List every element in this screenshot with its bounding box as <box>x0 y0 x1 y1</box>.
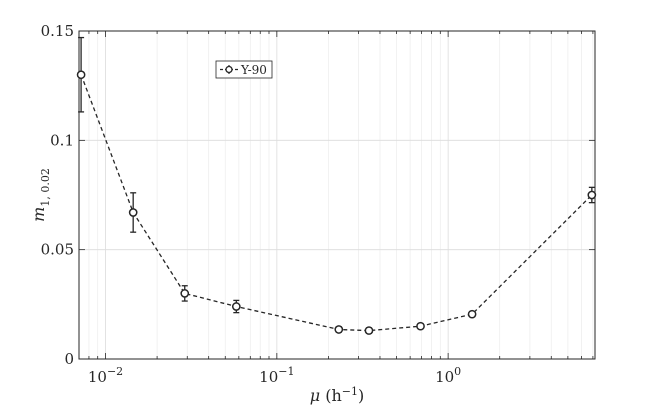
legend: Y-90 <box>215 60 273 79</box>
legend-box <box>215 60 273 79</box>
plot-area-background <box>79 31 595 359</box>
legend-marker-sample <box>225 65 233 74</box>
data-point <box>128 208 138 217</box>
data-point <box>467 309 477 319</box>
data-point <box>180 289 190 298</box>
data-point <box>334 325 344 334</box>
data-point <box>76 70 86 80</box>
axis-ticks: 0 0.05 0.1 0.15 10−2 10−1 100 <box>41 22 595 386</box>
legend-entry-y-90: Y-90 <box>240 63 267 77</box>
y-tick-label: 0 <box>64 350 74 368</box>
data-point <box>587 190 597 200</box>
data-point <box>364 326 374 335</box>
x-tick-label: 100 <box>435 365 461 386</box>
x-axis-label: μ (h−1) <box>310 385 365 405</box>
y-tick-label: 0.05 <box>41 241 74 259</box>
y-tick-label: 0.15 <box>41 22 74 40</box>
data-point <box>231 302 241 311</box>
data-point <box>416 321 425 331</box>
data-series <box>76 36 597 335</box>
y-tick-label: 0.1 <box>50 131 74 149</box>
x-tick-label: 10−2 <box>88 365 123 386</box>
x-tick-label: 10−1 <box>259 365 294 386</box>
y-axis-label: m1, 0.02 <box>29 168 52 222</box>
